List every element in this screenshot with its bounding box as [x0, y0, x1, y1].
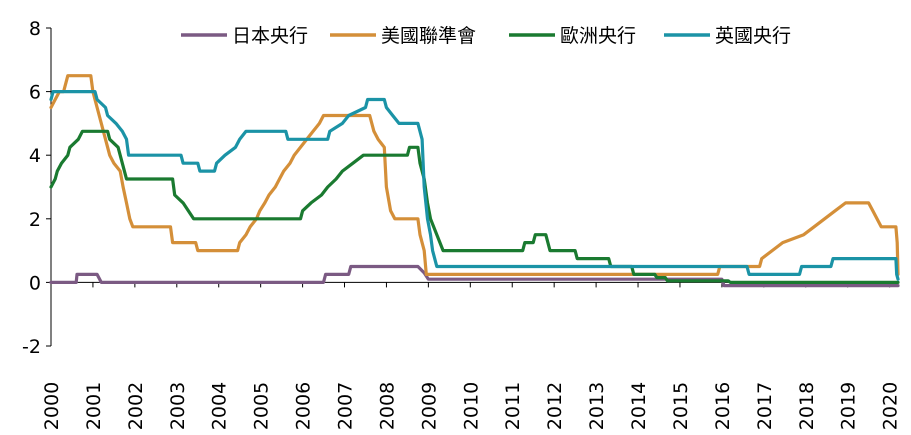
legend-label-2: 美國聯準會 [381, 25, 476, 47]
x-tick-label: 2020 [880, 382, 902, 430]
x-tick-label: 2001 [83, 382, 105, 430]
series-line-2 [49, 74, 900, 276]
y-tick-label: 0 [29, 272, 41, 294]
legend-label-1: 日本央行 [232, 25, 308, 47]
x-tick-label: 2008 [376, 382, 398, 430]
x-tick-label: 2012 [544, 382, 566, 430]
y-tick-label: 4 [29, 145, 41, 167]
x-tick-label: 2017 [754, 382, 776, 430]
x-tick-label: 2002 [125, 382, 147, 430]
y-tick-label: 8 [29, 18, 41, 40]
x-tick-label: 2006 [293, 382, 315, 430]
series-line-4 [49, 90, 900, 281]
x-tick-label: 2019 [838, 382, 860, 430]
x-tick-label: 2003 [167, 382, 189, 430]
x-tick-label: 2018 [796, 382, 818, 430]
y-tick-label: 2 [29, 209, 41, 231]
x-tick-label: 2010 [460, 382, 482, 430]
chart-axes: -2 0 2 4 6 8 2000 2001 2002 2003 2004 2005 2006 2007 2… [22, 18, 902, 430]
x-tick-label: 2015 [670, 382, 692, 430]
x-tick-label: 2007 [335, 382, 357, 430]
x-tick-label: 2016 [712, 382, 734, 430]
series-line-1 [49, 264, 900, 288]
x-tick-label: 2000 [41, 382, 63, 430]
x-tick-label: 2011 [502, 382, 524, 430]
x-tick-label: 2009 [418, 382, 440, 430]
legend: 日本央行 美國聯準會 歐洲央行 英國央行 [181, 25, 791, 47]
legend-label-4: 英國央行 [715, 25, 791, 47]
x-tick-label: 2013 [586, 382, 608, 430]
legend-label-3: 歐洲央行 [560, 25, 636, 47]
x-tick-label: 2014 [628, 382, 650, 430]
series-layer [49, 74, 900, 288]
y-tick-label: 6 [29, 82, 41, 104]
y-tick-label: -2 [22, 336, 41, 358]
x-tick-label: 2005 [251, 382, 273, 430]
x-tick-label: 2004 [209, 382, 231, 430]
